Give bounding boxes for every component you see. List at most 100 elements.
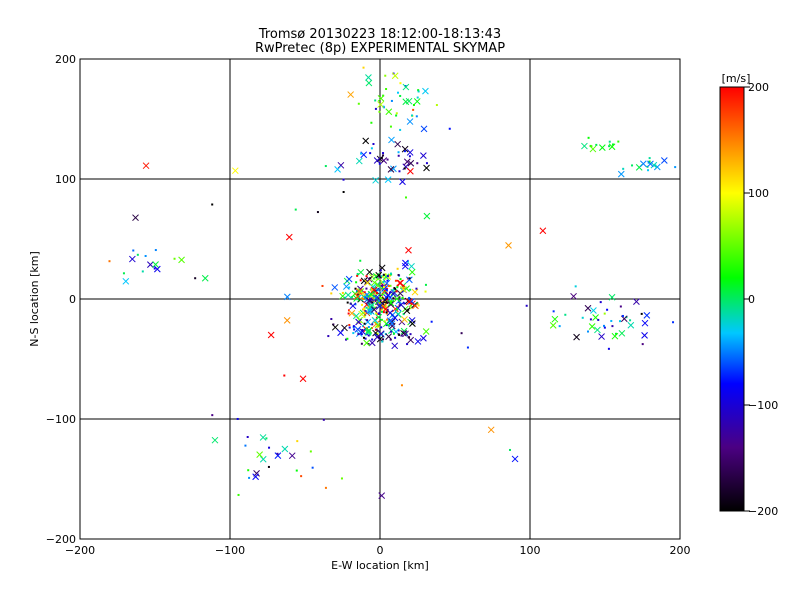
- data-point-dot: [402, 286, 405, 289]
- data-point-dot: [324, 165, 327, 168]
- data-point-dot: [408, 277, 411, 280]
- cross-stroke: [331, 323, 339, 331]
- cross-stroke: [581, 142, 588, 150]
- data-point-dot: [417, 89, 420, 92]
- data-point-dot: [617, 140, 620, 143]
- data-point-cross: [402, 259, 409, 267]
- cross-stroke: [341, 324, 348, 332]
- data-point-dot: [364, 310, 367, 313]
- data-point-cross: [384, 176, 392, 183]
- data-point-cross: [388, 322, 396, 330]
- data-point-dot: [322, 418, 325, 421]
- data-point-cross: [283, 316, 291, 324]
- cross-stroke: [407, 167, 414, 175]
- cross-stroke: [281, 445, 289, 453]
- data-point-cross: [539, 227, 547, 235]
- data-point-dot: [365, 287, 368, 290]
- cross-stroke: [380, 303, 388, 310]
- cross-stroke: [399, 178, 406, 186]
- cross-stroke: [590, 307, 597, 314]
- data-point-cross: [570, 292, 577, 300]
- data-point-cross: [390, 165, 397, 173]
- cross-stroke: [256, 451, 263, 458]
- data-point-dot: [365, 306, 368, 309]
- data-point-dot: [382, 275, 385, 278]
- data-point-dot: [371, 338, 374, 341]
- data-point-dot: [672, 321, 675, 324]
- data-point-dot: [367, 334, 370, 337]
- data-point-cross: [407, 159, 415, 167]
- data-point-dot: [389, 125, 392, 128]
- cross-stroke: [372, 176, 379, 184]
- data-point-dot: [574, 285, 577, 288]
- data-point-dot: [122, 272, 125, 275]
- data-point-cross: [611, 332, 619, 340]
- x-axis-label: E-W location [km]: [331, 559, 429, 572]
- cross-stroke: [420, 334, 427, 342]
- data-point-dot: [327, 335, 330, 338]
- cross-stroke: [349, 302, 357, 310]
- cross-stroke: [147, 261, 154, 268]
- data-point-cross: [375, 313, 383, 321]
- y-tick-label: 0: [69, 293, 76, 306]
- data-point-dot: [386, 158, 389, 161]
- data-point-dot: [362, 66, 365, 69]
- data-point-cross: [387, 299, 395, 307]
- data-point-cross: [362, 137, 370, 145]
- data-point-dot: [373, 295, 376, 298]
- data-point-dot: [382, 154, 385, 157]
- data-point-cross: [377, 101, 384, 108]
- cross-stroke: [403, 307, 411, 315]
- data-point-dot: [383, 106, 386, 109]
- data-point-dot: [621, 314, 624, 317]
- data-point-cross: [334, 166, 341, 173]
- cross-stroke: [608, 143, 616, 151]
- data-point-cross: [413, 98, 421, 105]
- data-point-dot: [386, 279, 389, 282]
- colorbar-label: [m/s]: [722, 72, 751, 85]
- data-point-dot: [357, 333, 360, 336]
- data-point-dot: [363, 291, 366, 294]
- cross-stroke: [402, 259, 409, 267]
- data-point-cross: [375, 271, 383, 279]
- cross-stroke: [405, 298, 413, 306]
- data-point-cross: [396, 279, 404, 287]
- data-point-dot: [603, 326, 606, 329]
- data-point-dot: [382, 280, 385, 283]
- data-point-dot: [173, 257, 176, 260]
- cross-stroke: [592, 314, 599, 321]
- cross-stroke: [365, 326, 373, 334]
- data-point-cross: [337, 161, 345, 169]
- data-point-dot: [610, 319, 613, 322]
- data-point-cross: [401, 145, 409, 153]
- data-point-dot: [375, 328, 378, 331]
- cross-stroke: [374, 321, 382, 329]
- data-point-dot: [384, 273, 387, 276]
- data-point-dot: [365, 275, 368, 278]
- data-point-dot: [357, 293, 360, 296]
- data-point-dot: [360, 333, 363, 336]
- data-point-cross: [365, 74, 372, 81]
- data-point-dot: [359, 279, 362, 282]
- data-point-cross: [422, 87, 429, 95]
- data-point-dot: [383, 320, 386, 323]
- cross-stroke: [620, 315, 628, 323]
- cross-stroke: [400, 327, 408, 335]
- data-point-dot: [606, 308, 609, 311]
- data-point-dot: [386, 308, 389, 311]
- data-point-dot: [385, 311, 388, 314]
- data-point-dot: [398, 333, 401, 336]
- data-point-cross: [365, 79, 373, 87]
- colorbar-tick-label: 100: [748, 187, 769, 200]
- cross-stroke: [267, 331, 275, 339]
- data-point-cross: [363, 339, 370, 347]
- data-point-dot: [376, 332, 379, 335]
- data-point-cross: [406, 149, 414, 156]
- cross-stroke: [178, 256, 185, 264]
- data-point-dot: [392, 297, 395, 300]
- data-point-dot: [558, 325, 561, 328]
- data-point-cross: [348, 309, 356, 317]
- data-point-cross: [372, 176, 379, 184]
- cross-stroke: [408, 268, 416, 276]
- cross-stroke: [387, 301, 395, 308]
